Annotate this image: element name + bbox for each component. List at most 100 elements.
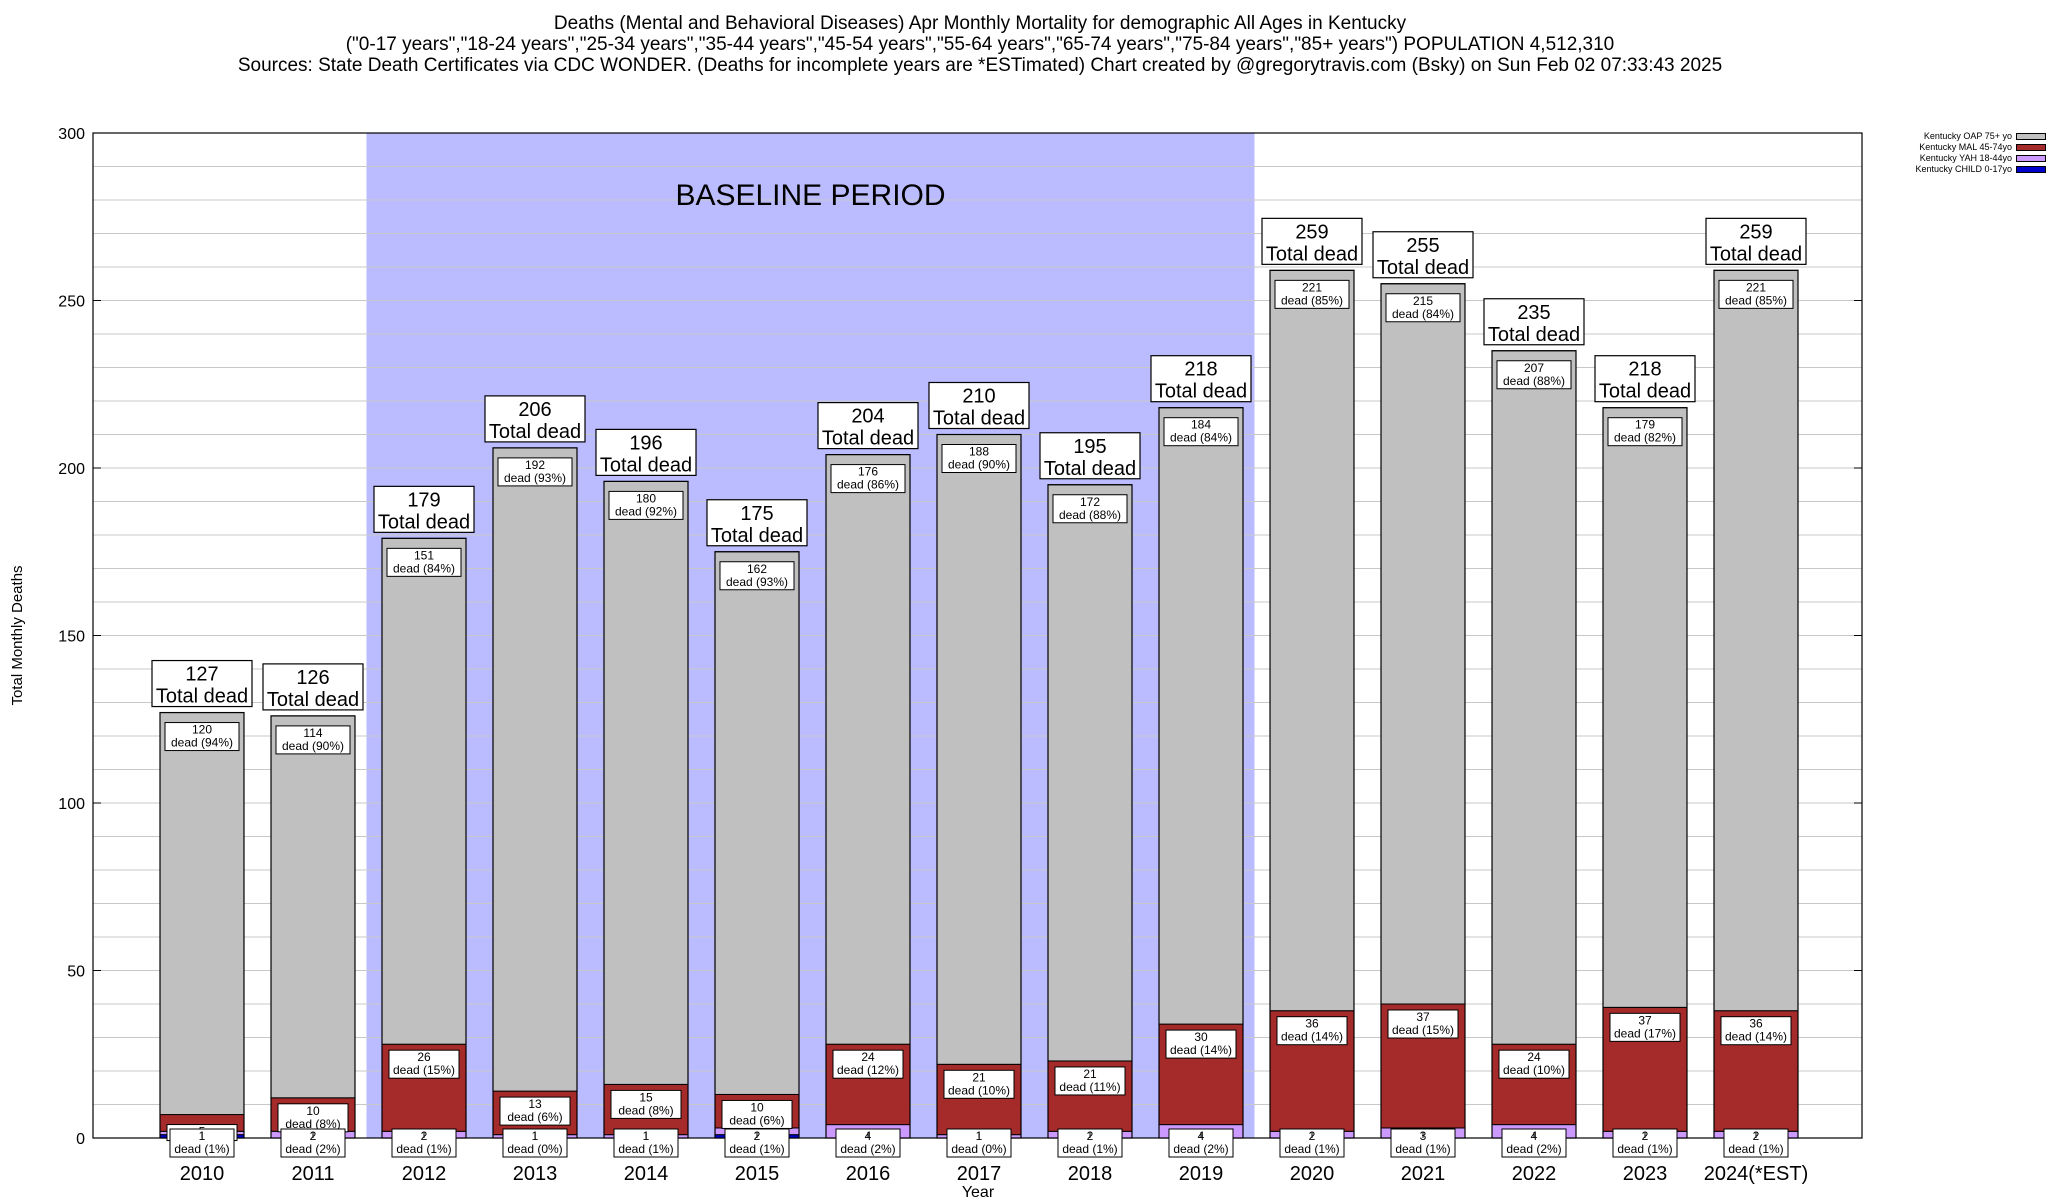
bar-segment — [1713, 269, 1799, 1012]
mal-label-text: dead (17%) — [1614, 1026, 1676, 1040]
oap-label-value: 180 — [636, 491, 656, 505]
oap-label-text: dead (82%) — [1614, 431, 1676, 445]
chart-legend: Kentucky OAP 75+ yo Kentucky MAL 45-74yo… — [1860, 131, 2046, 175]
total-label-box — [928, 381, 1030, 430]
total-label-text: Total dead — [1044, 458, 1136, 480]
bar-segment — [1047, 484, 1133, 1062]
oap-label-box — [608, 490, 684, 520]
x-tick-label: 2015 — [735, 1163, 780, 1185]
legend-label-oap: Kentucky OAP 75+ yo — [1923, 131, 2012, 141]
bar-segment — [270, 715, 356, 1099]
total-label-text: Total dead — [1599, 381, 1691, 403]
yah-label-text: dead (2%) — [285, 1142, 340, 1156]
x-tick-label: 2016 — [846, 1163, 891, 1185]
yah-label-text: dead (1%) — [396, 1142, 451, 1156]
oap-label-value: 215 — [1413, 294, 1433, 308]
oap-label-text: dead (93%) — [504, 471, 566, 485]
yah-label-text: dead (1%) — [1728, 1142, 1783, 1156]
bar-segment — [1158, 407, 1244, 1025]
legend-swatch-oap — [2016, 133, 2046, 140]
bar-segment — [159, 712, 245, 1116]
total-label-text: Total dead — [822, 428, 914, 450]
total-label-value: 206 — [518, 399, 551, 421]
mal-label-box — [721, 1099, 793, 1129]
mal-label-text: dead (6%) — [507, 1110, 562, 1124]
mal-label-value: 13 — [528, 1097, 542, 1111]
total-label-value: 259 — [1739, 221, 1772, 243]
legend-swatch-child — [2016, 166, 2046, 173]
total-label-value: 218 — [1628, 359, 1661, 381]
mal-label-value: 21 — [972, 1070, 986, 1084]
bar-segment — [1602, 407, 1688, 1008]
total-label-text: Total dead — [1155, 381, 1247, 403]
x-tick-label: 2018 — [1068, 1163, 1113, 1185]
y-tick-label: 0 — [76, 1131, 85, 1148]
x-tick-label: 2013 — [513, 1163, 558, 1185]
bar-segment — [714, 551, 800, 1095]
x-tick-label: 2022 — [1512, 1163, 1557, 1185]
total-label-value: 218 — [1184, 359, 1217, 381]
oap-label-text: dead (86%) — [837, 478, 899, 492]
total-label-text: Total dead — [1488, 324, 1580, 346]
bar-segment — [1380, 283, 1466, 1005]
yah-label-text: dead (0%) — [507, 1142, 562, 1156]
bar-segment — [825, 454, 911, 1045]
yah-label-text: dead (1%) — [1617, 1142, 1672, 1156]
mal-label-box — [943, 1069, 1015, 1099]
mal-label-text: dead (15%) — [1392, 1023, 1454, 1037]
legend-swatch-yah — [2016, 155, 2046, 162]
total-label-box — [151, 659, 253, 708]
oap-label-text: dead (90%) — [948, 458, 1010, 472]
mal-label-value: 30 — [1194, 1030, 1208, 1044]
total-label-text: Total dead — [600, 454, 692, 476]
oap-label-value: 176 — [858, 465, 878, 479]
mal-label-text: dead (12%) — [837, 1063, 899, 1077]
oap-label-text: dead (84%) — [393, 561, 455, 575]
total-label-value: 126 — [296, 667, 329, 689]
mal-label-value: 37 — [1638, 1013, 1652, 1027]
total-label-text: Total dead — [1266, 243, 1358, 265]
y-tick-label: 250 — [58, 294, 85, 311]
mal-label-text: dead (11%) — [1059, 1080, 1120, 1094]
legend-item-yah: Kentucky YAH 18-44yo — [1860, 153, 2046, 164]
total-label-box — [1261, 217, 1363, 265]
oap-label-value: 221 — [1302, 280, 1322, 294]
x-tick-label: 2021 — [1401, 1163, 1446, 1185]
oap-label-box — [1718, 279, 1794, 309]
oap-label-text: dead (84%) — [1392, 307, 1454, 321]
bar-segment — [936, 434, 1022, 1065]
oap-label-value: 207 — [1524, 361, 1544, 375]
oap-label-value: 188 — [969, 445, 989, 459]
mal-label-box — [1387, 1009, 1459, 1039]
mal-label-box — [1165, 1029, 1237, 1059]
mal-label-text: dead (8%) — [285, 1117, 340, 1131]
oap-label-value: 114 — [303, 726, 322, 740]
mal-label-box — [832, 1049, 904, 1079]
mal-label-box — [1498, 1049, 1570, 1079]
total-label-text: Total dead — [156, 686, 248, 708]
legend-label-child: Kentucky CHILD 0-17yo — [1915, 164, 2012, 174]
total-label-text: Total dead — [378, 511, 470, 533]
yah-label-text: dead (2%) — [840, 1142, 895, 1156]
oap-label-value: 162 — [747, 562, 767, 576]
x-tick-label: 2019 — [1179, 1163, 1224, 1185]
total-label-text: Total dead — [489, 421, 581, 443]
total-label-box — [484, 395, 586, 443]
total-label-value: 259 — [1295, 221, 1328, 243]
oap-label-text: dead (85%) — [1281, 293, 1343, 307]
mal-label-text: dead (8%) — [618, 1103, 673, 1117]
mal-label-box — [277, 1103, 349, 1133]
total-label-text: Total dead — [933, 408, 1025, 430]
mal-label-value: 26 — [417, 1050, 431, 1064]
mal-label-value: 24 — [861, 1050, 875, 1064]
y-tick-label: 100 — [58, 796, 85, 813]
oap-label-box — [275, 725, 351, 755]
mal-label-text: dead (6%) — [729, 1113, 784, 1127]
total-label-box — [706, 499, 808, 547]
mal-label-text: dead (14%) — [1281, 1030, 1343, 1044]
oap-label-text: dead (88%) — [1503, 374, 1565, 388]
total-label-value: 175 — [740, 503, 773, 525]
total-label-value: 210 — [962, 386, 995, 408]
oap-label-box — [497, 457, 573, 487]
total-label-box — [1483, 298, 1585, 346]
